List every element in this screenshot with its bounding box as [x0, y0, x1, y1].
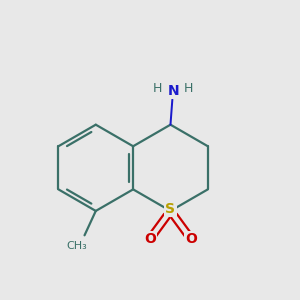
Text: O: O — [185, 232, 197, 246]
Text: N: N — [167, 84, 179, 98]
Text: H: H — [184, 82, 193, 95]
Text: H: H — [153, 82, 162, 95]
Text: S: S — [166, 202, 176, 216]
Text: CH₃: CH₃ — [67, 241, 87, 251]
Text: O: O — [144, 232, 156, 246]
